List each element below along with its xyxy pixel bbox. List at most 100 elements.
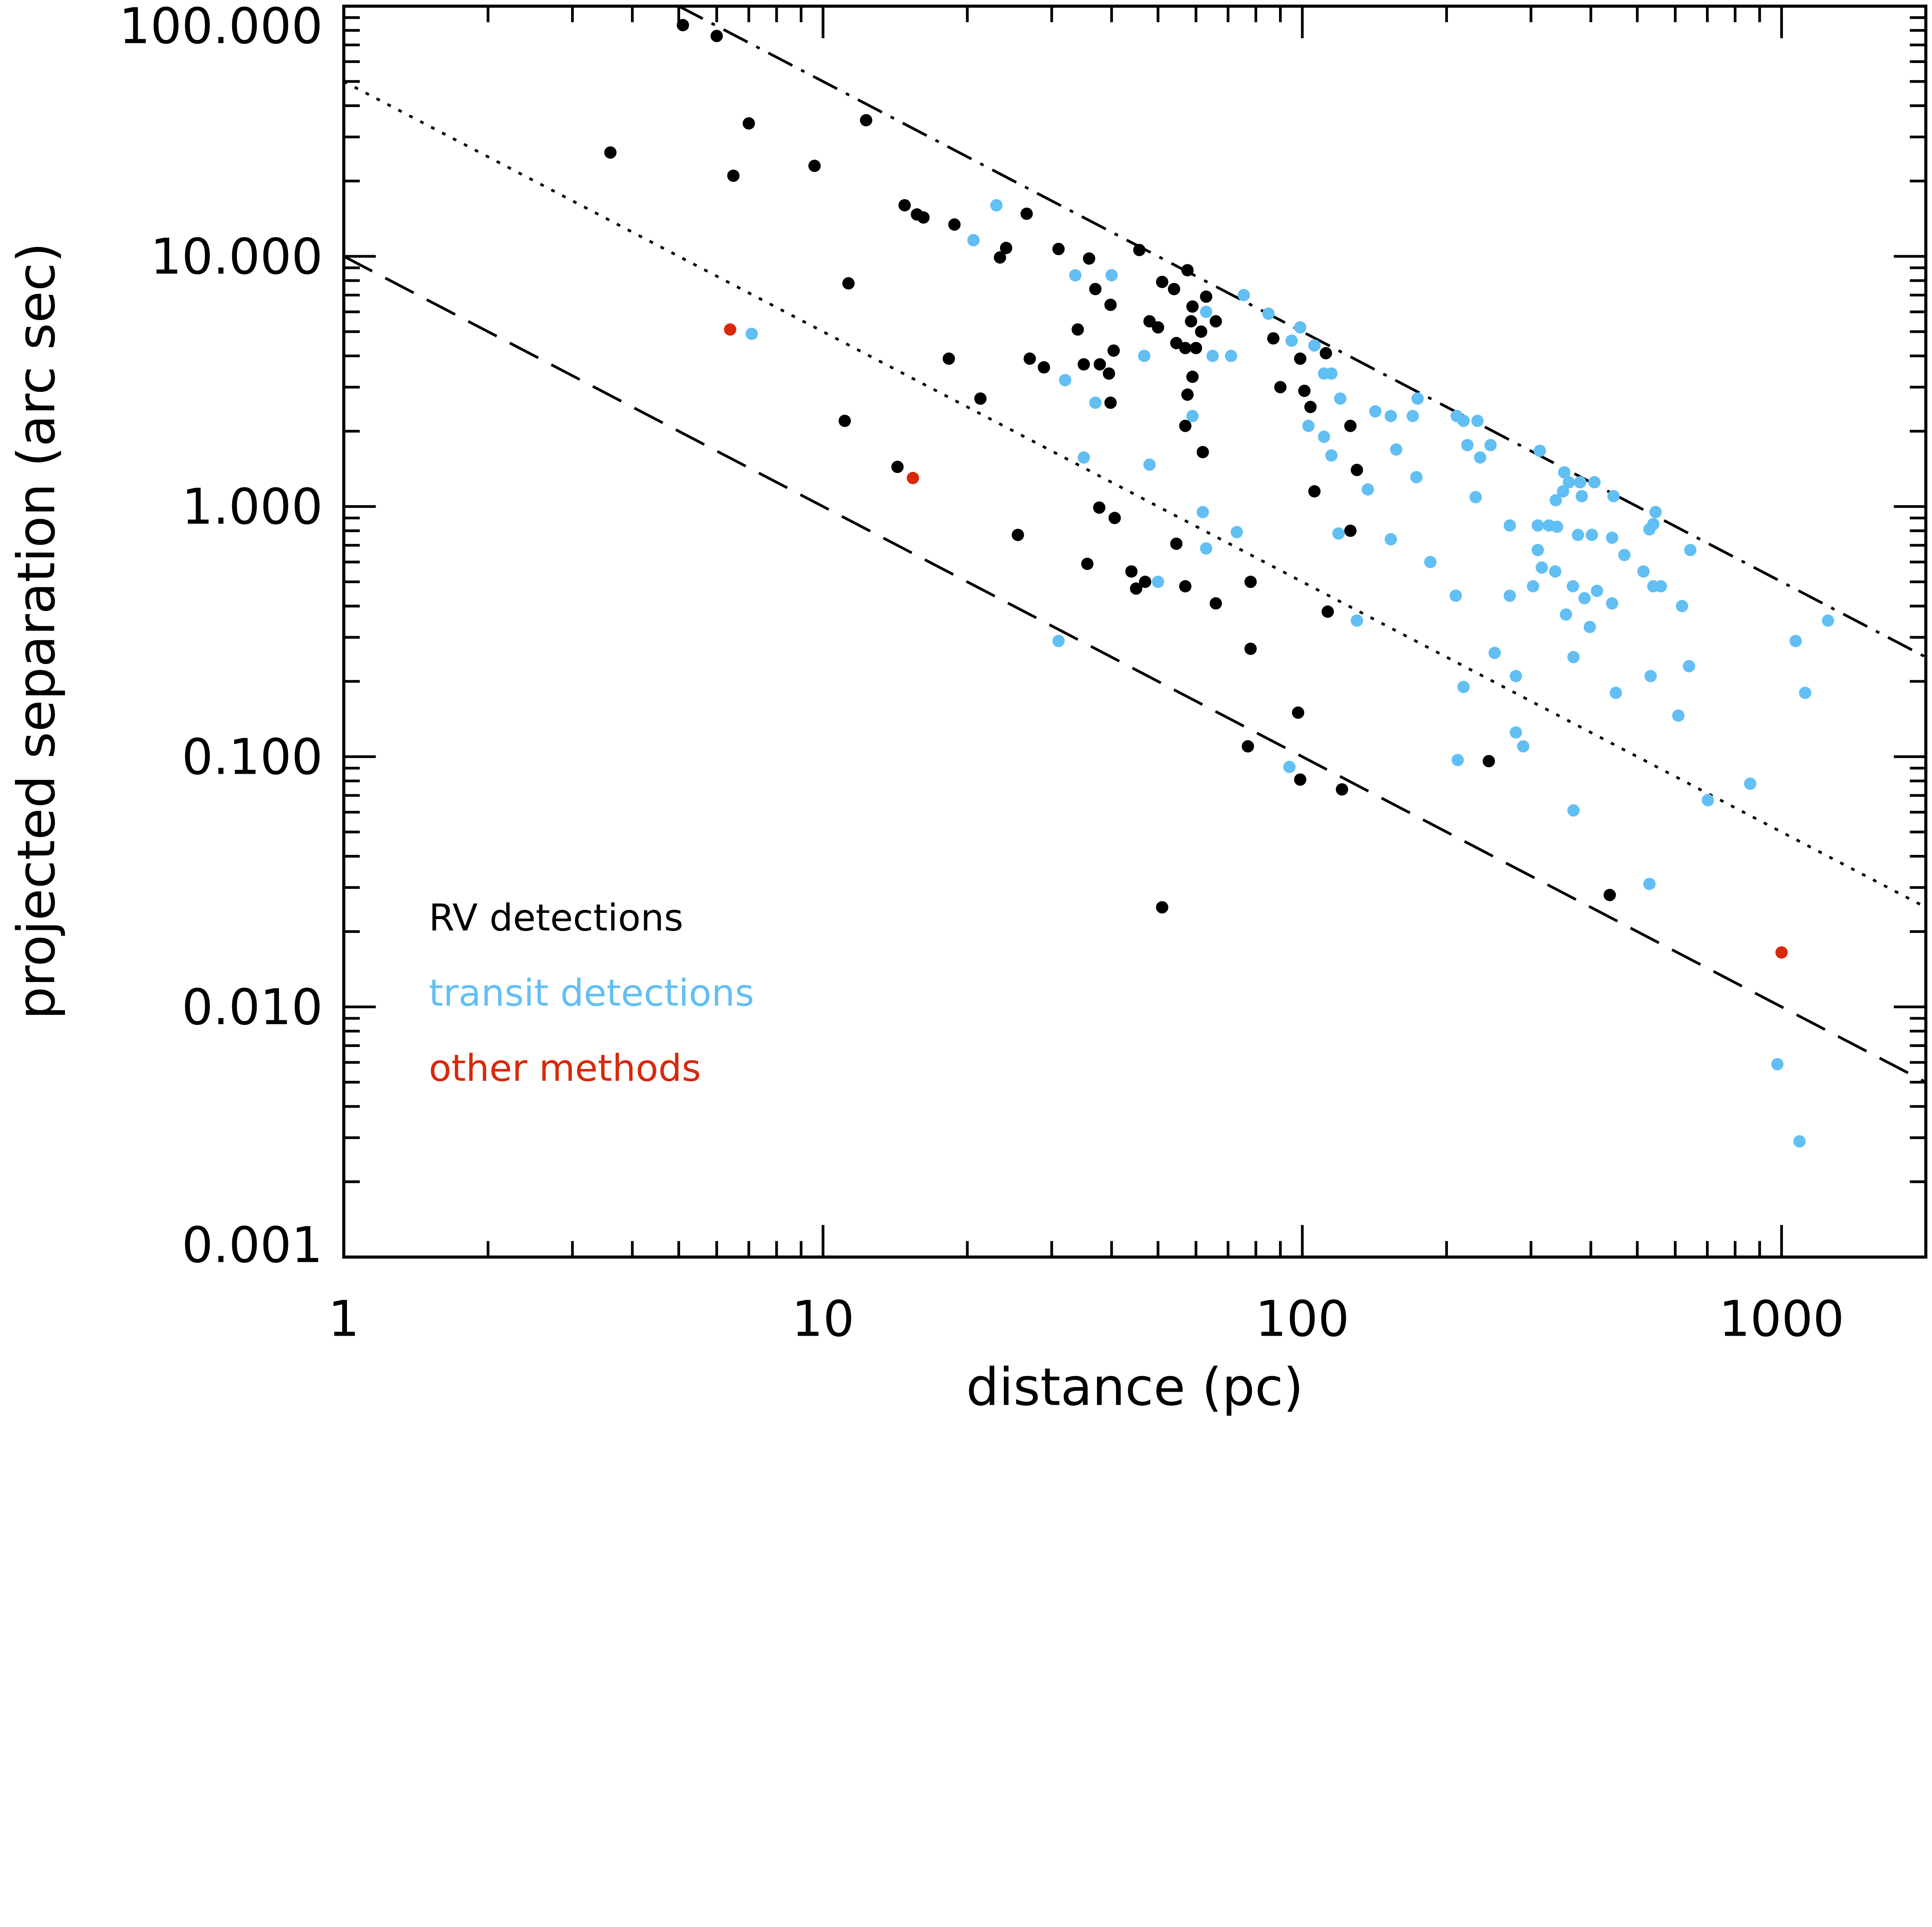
x-tick-label: 1 — [328, 1291, 359, 1348]
transit-data-point — [1461, 439, 1474, 451]
rv-data-point — [1179, 580, 1192, 592]
transit-data-point — [1672, 709, 1685, 722]
rv-data-point — [1130, 582, 1143, 595]
transit-data-point — [1585, 529, 1598, 541]
transit-data-point — [1549, 494, 1562, 507]
transit-data-point — [1069, 269, 1082, 282]
rv-data-point — [1274, 381, 1287, 393]
transit-data-point — [1583, 621, 1596, 633]
transit-data-point — [1551, 521, 1563, 533]
rv-data-point — [1186, 300, 1199, 313]
transit-data-point — [1283, 761, 1296, 773]
transit-data-point — [1563, 476, 1575, 489]
transit-data-point — [1285, 334, 1298, 347]
transit-data-point — [1196, 506, 1209, 518]
transit-data-point — [1077, 451, 1090, 464]
chart-container: 1 10 100 1000 0.001 0.010 0.100 1.000 10.000 100… — [6, 0, 1928, 1417]
transit-data-point — [1643, 878, 1656, 890]
rv-data-point — [1196, 446, 1209, 458]
transit-data-point — [1531, 519, 1544, 532]
transit-data-point — [1527, 580, 1539, 592]
rv-data-point — [1185, 315, 1197, 328]
transit-data-point — [1575, 490, 1588, 502]
rv-data-point — [1152, 321, 1164, 334]
transit-data-point — [1105, 269, 1118, 282]
transit-data-point — [1744, 777, 1757, 790]
dotted-reference-line — [343, 80, 1927, 909]
rv-data-point — [1156, 276, 1168, 288]
transit-data-point — [1510, 726, 1522, 739]
rv-data-point — [1052, 243, 1065, 255]
y-axis-label: projected separation (arc sec) — [6, 242, 66, 1020]
transit-data-point — [1230, 526, 1243, 538]
rv-data-point — [1081, 557, 1094, 570]
rv-data-point — [1093, 501, 1105, 514]
rv-data-point — [1012, 529, 1024, 541]
rv-data-point — [1344, 420, 1357, 432]
rv-data-point — [1209, 315, 1222, 328]
rv-data-point — [994, 251, 1006, 264]
transit-data-point — [1410, 471, 1423, 483]
scatter-chart: 1 10 100 1000 0.001 0.010 0.100 1.000 10.000 100… — [6, 0, 1928, 1417]
transit-data-point — [1334, 392, 1347, 405]
rv-data-point — [808, 160, 821, 172]
rv-data-point — [1168, 283, 1180, 295]
y-tick-label: 0.001 — [182, 1217, 323, 1274]
transit-data-point — [1138, 349, 1151, 362]
other-data-point — [906, 472, 919, 484]
plot-frame — [342, 4, 1928, 1259]
rv-data-point — [1179, 342, 1192, 354]
transit-data-point — [1457, 414, 1470, 427]
transit-data-point — [1606, 531, 1619, 544]
rv-data-point — [1179, 420, 1192, 432]
rv-data-point — [1209, 597, 1222, 610]
rv-data-point — [1104, 397, 1117, 409]
rv-data-point — [1321, 605, 1334, 618]
transit-data-point — [1609, 686, 1622, 699]
rv-data-point — [1133, 243, 1146, 256]
transit-data-point — [1560, 608, 1572, 621]
transit-data-point — [1325, 367, 1338, 380]
rv-data-point — [1037, 361, 1050, 374]
rv-data-point — [1320, 347, 1332, 359]
transit-data-point — [1503, 589, 1516, 602]
rv-data-point — [1181, 388, 1194, 401]
transit-data-point — [1484, 439, 1497, 451]
transit-data-point — [1457, 681, 1470, 693]
rv-data-point — [1483, 755, 1495, 768]
rv-data-point — [1024, 352, 1036, 365]
transit-data-point — [990, 199, 1003, 212]
rv-data-point — [860, 114, 872, 127]
transit-data-point — [1384, 533, 1397, 546]
dash-dot-reference-line — [678, 5, 1927, 659]
rv-data-point — [1139, 575, 1151, 588]
rv-data-point — [1181, 264, 1194, 277]
legend-entry: transit detections — [429, 971, 754, 1015]
rv-data-point — [1298, 385, 1311, 397]
rv-data-point — [1077, 358, 1090, 371]
transit-data-point — [1571, 529, 1584, 541]
rv-data-point — [1108, 512, 1121, 524]
transit-data-point — [745, 327, 758, 340]
transit-data-point — [1649, 506, 1662, 518]
transit-data-point — [1821, 614, 1834, 627]
transit-data-point — [1771, 1058, 1784, 1071]
rv-data-point — [1000, 242, 1012, 254]
rv-data-point — [1242, 740, 1254, 753]
rv-data-point — [1604, 889, 1616, 901]
transit-data-point — [1225, 349, 1237, 362]
legend-entry: other methods — [429, 1047, 701, 1090]
transit-data-point — [1531, 544, 1544, 557]
rv-data-point — [838, 414, 851, 427]
legend-entry: RV detections — [429, 896, 684, 940]
transit-data-point — [1510, 670, 1522, 683]
rv-data-point — [917, 211, 930, 224]
rv-data-point — [1143, 315, 1156, 328]
transit-data-point — [1390, 443, 1403, 456]
rv-data-point — [1304, 401, 1317, 413]
transit-data-point — [1637, 565, 1650, 578]
rv-data-point — [1350, 464, 1363, 476]
transit-data-point — [1702, 794, 1714, 807]
transit-data-point — [1424, 556, 1437, 569]
rv-data-point — [1104, 298, 1117, 311]
